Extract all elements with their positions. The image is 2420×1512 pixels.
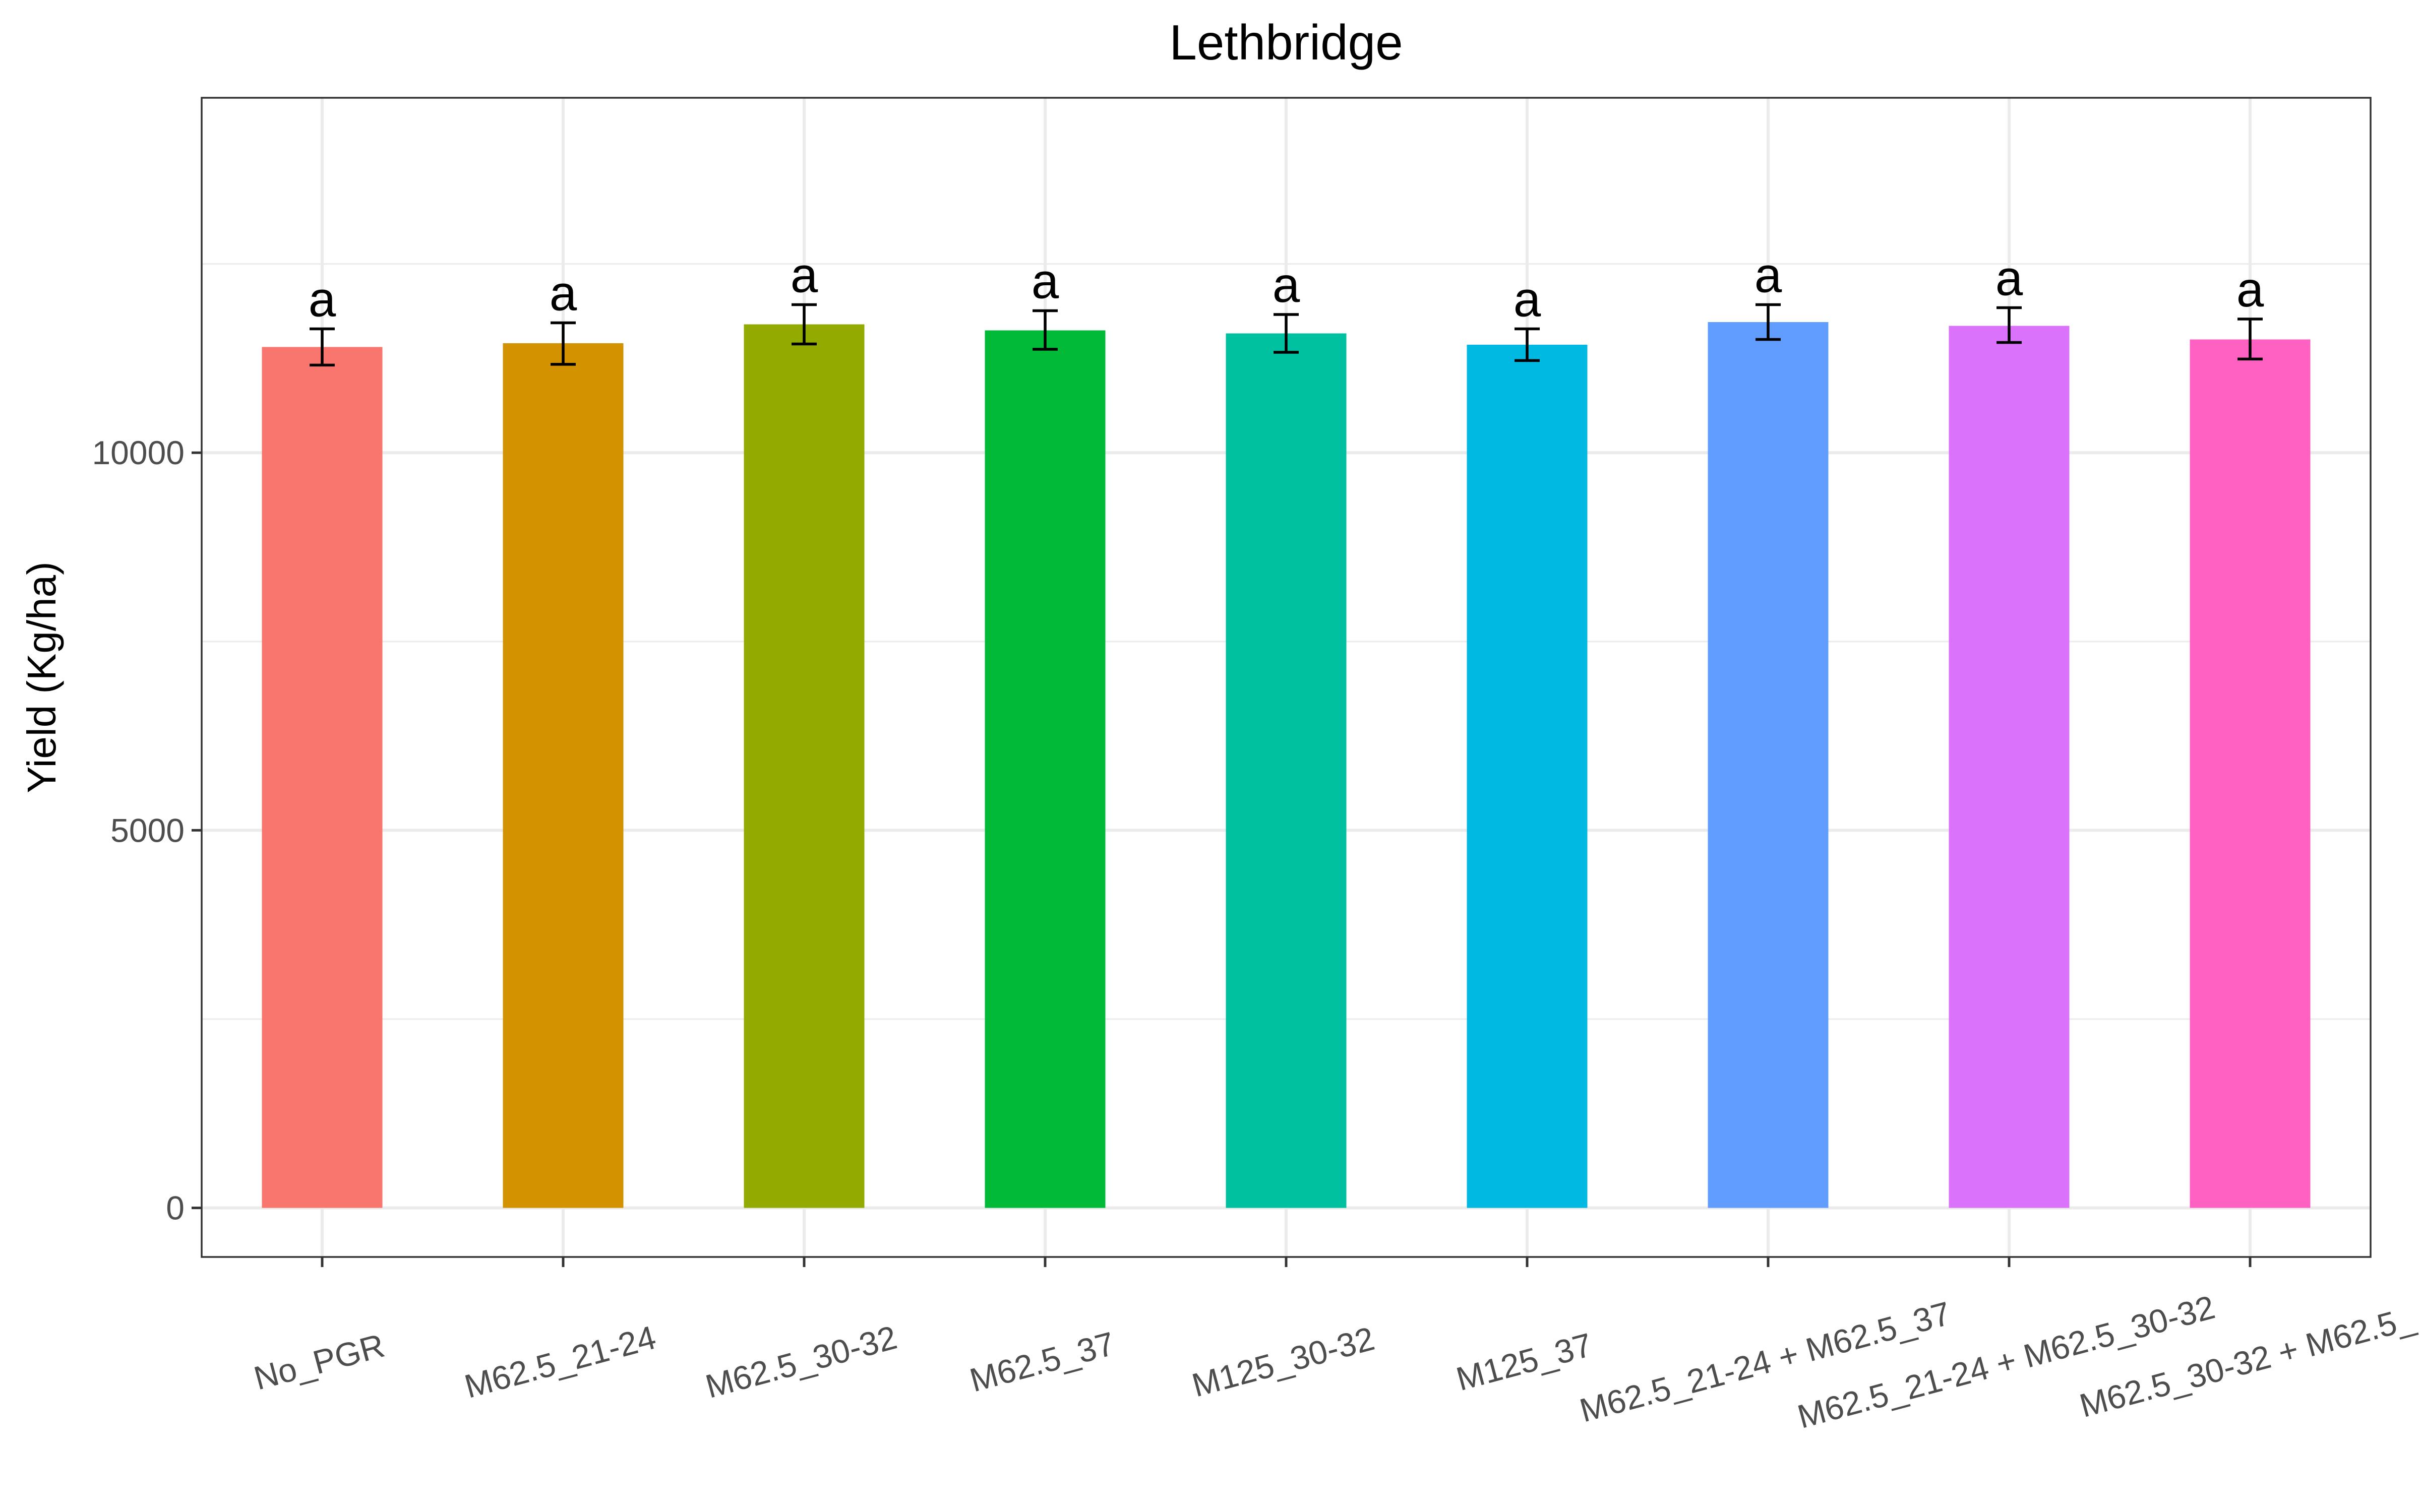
bar <box>744 324 865 1208</box>
y-tick-label: 10000 <box>92 434 185 471</box>
significance-label: a <box>791 247 818 303</box>
y-axis-title: Yield (Kg/ha) <box>19 561 64 793</box>
significance-label: a <box>1514 272 1541 327</box>
significance-label: a <box>1273 257 1300 312</box>
bar <box>1708 322 1829 1208</box>
bar <box>503 343 624 1208</box>
y-tick-label: 5000 <box>110 811 185 849</box>
y-tick-label: 0 <box>166 1189 185 1227</box>
error-bar <box>1033 309 1058 351</box>
significance-label: a <box>1032 254 1059 309</box>
error-bar <box>1996 306 2022 344</box>
significance-label: a <box>309 272 336 327</box>
error-bar <box>792 303 817 346</box>
error-bar <box>551 321 576 366</box>
bars <box>262 322 2311 1208</box>
significance-label: a <box>1995 250 2023 306</box>
significance-label: a <box>1754 247 1782 303</box>
error-bar <box>1756 303 1781 341</box>
significance-label: a <box>550 266 577 321</box>
bar <box>262 347 383 1208</box>
error-bar <box>2237 318 2263 361</box>
bar <box>1949 326 2070 1208</box>
significance-label: a <box>2236 262 2264 317</box>
bar <box>1467 344 1588 1208</box>
error-bars <box>310 303 2263 367</box>
bar <box>1226 333 1347 1208</box>
error-bar <box>310 327 335 367</box>
error-bar <box>1274 313 1299 354</box>
bar <box>985 330 1106 1208</box>
error-bar <box>1515 327 1540 362</box>
chart-title: Lethbridge <box>1169 15 1403 70</box>
bar <box>2190 339 2311 1208</box>
